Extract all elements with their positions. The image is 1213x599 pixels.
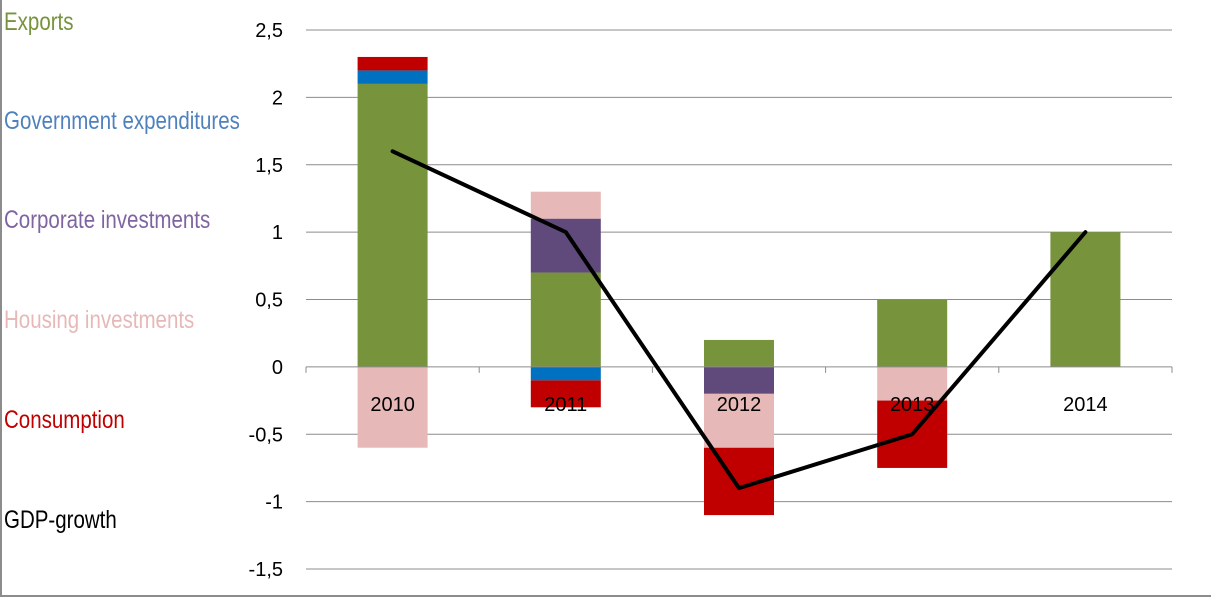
legend-item-corporate-investments: Corporate investments	[4, 206, 211, 234]
y-tick-label: 1	[272, 222, 283, 244]
bar-government-expenditures-2011	[530, 366, 601, 381]
bars	[357, 56, 1121, 516]
gridlines	[306, 29, 1172, 570]
gdp-growth-line	[390, 149, 1088, 491]
bar-corporate-investments-2011	[530, 218, 601, 273]
bar-corporate-investments-2012	[704, 366, 774, 394]
y-tick-label: 2,5	[255, 20, 283, 42]
x-category-label: 2013	[890, 394, 935, 416]
legend-item-government-expenditures: Government expenditures	[4, 107, 240, 135]
y-tick-label: 1,5	[255, 155, 283, 177]
x-category-label: 2012	[717, 394, 762, 416]
x-category-label: 2014	[1063, 394, 1108, 416]
y-tick-label: 0	[272, 357, 283, 379]
bar-exports-2010	[357, 83, 428, 367]
legend: Exports Government expenditures Corporat…	[4, 0, 304, 560]
gdp-growth-line-path	[390, 149, 1088, 491]
y-tick-label: 2	[272, 87, 283, 109]
y-tick-label: -0,5	[249, 424, 283, 446]
legend-item-exports: Exports	[4, 8, 74, 36]
legend-item-consumption: Consumption	[4, 406, 125, 434]
bar-government-expenditures-2010	[357, 70, 428, 84]
y-tick-label: -1,5	[249, 559, 283, 581]
bar-housing-investments-2013	[877, 366, 948, 401]
legend-item-housing-investments: Housing investments	[4, 306, 195, 334]
bar-housing-investments-2011	[530, 191, 601, 219]
x-category-label: 2010	[370, 394, 415, 416]
x-axis	[305, 366, 1173, 373]
x-axis-category-labels: 2010 2011 2012 2013 2014	[370, 394, 1107, 416]
bar-consumption-2010	[357, 56, 428, 71]
bar-exports-2014	[1050, 232, 1121, 367]
bar-exports-2011	[530, 272, 601, 367]
bar-housing-investments-2012	[704, 393, 774, 448]
y-tick-label: -1	[265, 492, 283, 514]
x-category-label: 2011	[544, 394, 587, 416]
y-axis-tick-labels: 2,5 2 1,5 1 0,5 0 -0,5 -1 -1,5	[249, 20, 283, 581]
legend-item-gdp-growth: GDP-growth	[4, 506, 117, 534]
bar-exports-2013	[877, 299, 948, 367]
bar-housing-investments-2010	[357, 366, 428, 448]
bar-exports-2012	[704, 339, 774, 367]
y-tick-label: 0,5	[255, 290, 283, 312]
bar-consumption-2011	[530, 380, 601, 408]
